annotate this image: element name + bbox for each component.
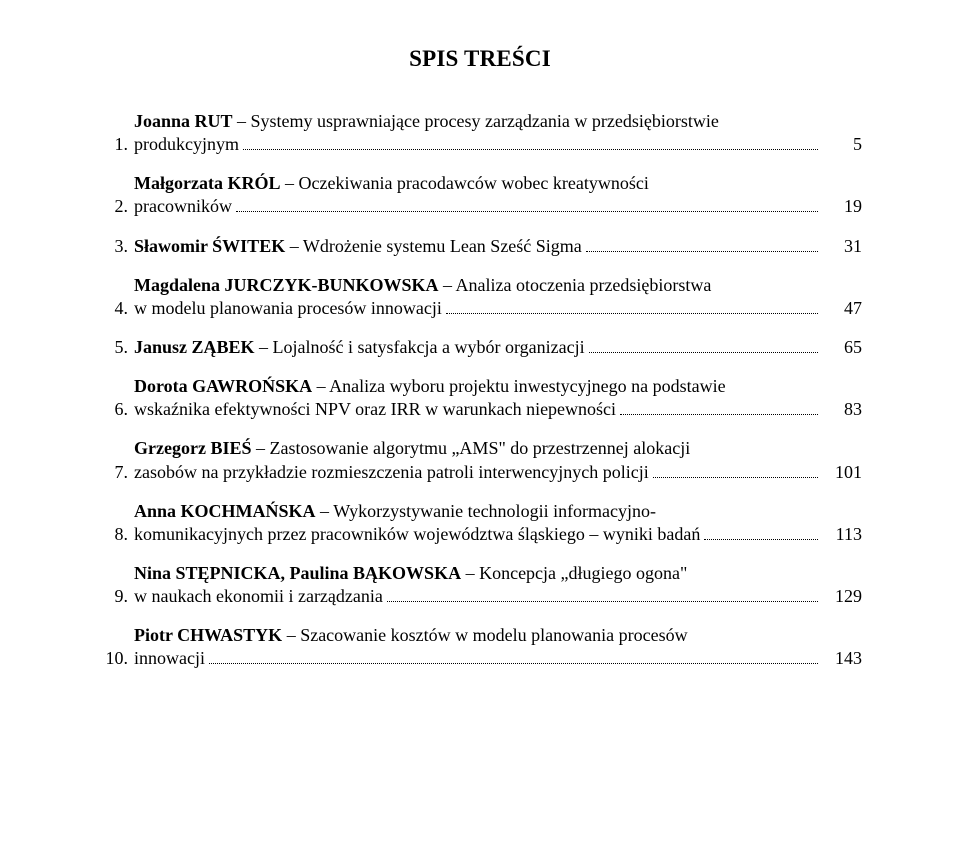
entry-number: 2. bbox=[98, 195, 134, 218]
entry-page-number: 65 bbox=[822, 336, 862, 359]
toc-entry: 4.Magdalena JURCZYK-BUNKOWSKA – Analiza … bbox=[98, 274, 862, 320]
entry-body: Janusz ZĄBEK – Lojalność i satysfakcja a… bbox=[134, 336, 862, 359]
entry-last-line: innowacji 143 bbox=[134, 647, 862, 670]
entry-body: Piotr CHWASTYK – Szacowanie kosztów w mo… bbox=[134, 624, 862, 670]
entry-number: 10. bbox=[98, 647, 134, 670]
entry-last-line: produkcyjnym 5 bbox=[134, 133, 862, 156]
entry-text: Dorota GAWROŃSKA – Analiza wyboru projek… bbox=[134, 375, 862, 398]
toc-entry: 2.Małgorzata KRÓL – Oczekiwania pracodaw… bbox=[98, 172, 862, 218]
entry-body: Anna KOCHMAŃSKA – Wykorzystywanie techno… bbox=[134, 500, 862, 546]
toc-entry: 9.Nina STĘPNICKA, Paulina BĄKOWSKA – Kon… bbox=[98, 562, 862, 608]
document-page: SPIS TREŚCI 1.Joanna RUT – Systemy uspra… bbox=[0, 0, 960, 851]
entry-last-text: Janusz ZĄBEK – Lojalność i satysfakcja a… bbox=[134, 336, 585, 359]
entry-number: 7. bbox=[98, 461, 134, 484]
entry-text: Magdalena JURCZYK-BUNKOWSKA – Analiza ot… bbox=[134, 274, 862, 297]
entry-line: Magdalena JURCZYK-BUNKOWSKA – Analiza ot… bbox=[134, 274, 862, 297]
toc-entry: 1.Joanna RUT – Systemy usprawniające pro… bbox=[98, 110, 862, 156]
entry-text: Nina STĘPNICKA, Paulina BĄKOWSKA – Konce… bbox=[134, 562, 862, 585]
toc-entry: 7.Grzegorz BIEŚ – Zastosowanie algorytmu… bbox=[98, 437, 862, 483]
entry-page-number: 31 bbox=[822, 235, 862, 258]
entry-last-text: wskaźnika efektywności NPV oraz IRR w wa… bbox=[134, 398, 616, 421]
entry-last-line: pracowników 19 bbox=[134, 195, 862, 218]
entry-text: Piotr CHWASTYK – Szacowanie kosztów w mo… bbox=[134, 624, 862, 647]
entry-page-number: 19 bbox=[822, 195, 862, 218]
entry-line: Grzegorz BIEŚ – Zastosowanie algorytmu „… bbox=[134, 437, 862, 460]
entry-last-line: w naukach ekonomii i zarządzania 129 bbox=[134, 585, 862, 608]
entry-body: Magdalena JURCZYK-BUNKOWSKA – Analiza ot… bbox=[134, 274, 862, 320]
entry-text: Małgorzata KRÓL – Oczekiwania pracodawcó… bbox=[134, 172, 862, 195]
entry-page-number: 47 bbox=[822, 297, 862, 320]
entry-line: Piotr CHWASTYK – Szacowanie kosztów w mo… bbox=[134, 624, 862, 647]
entry-text: Anna KOCHMAŃSKA – Wykorzystywanie techno… bbox=[134, 500, 862, 523]
toc-entry: 10.Piotr CHWASTYK – Szacowanie kosztów w… bbox=[98, 624, 862, 670]
leader-dots bbox=[653, 460, 818, 477]
entry-last-text: zasobów na przykładzie rozmieszczenia pa… bbox=[134, 461, 649, 484]
entry-text: Joanna RUT – Systemy usprawniające proce… bbox=[134, 110, 862, 133]
entry-last-line: komunikacyjnych przez pracowników wojewó… bbox=[134, 523, 862, 546]
entry-body: Dorota GAWROŃSKA – Analiza wyboru projek… bbox=[134, 375, 862, 421]
toc-entry: 5.Janusz ZĄBEK – Lojalność i satysfakcja… bbox=[98, 336, 862, 359]
leader-dots bbox=[209, 647, 818, 664]
table-of-contents: 1.Joanna RUT – Systemy usprawniające pro… bbox=[98, 110, 862, 670]
entry-page-number: 101 bbox=[822, 461, 862, 484]
entry-last-line: zasobów na przykładzie rozmieszczenia pa… bbox=[134, 460, 862, 483]
entry-last-text: komunikacyjnych przez pracowników wojewó… bbox=[134, 523, 700, 546]
entry-last-text: Sławomir ŚWITEK – Wdrożenie systemu Lean… bbox=[134, 235, 582, 258]
entry-body: Sławomir ŚWITEK – Wdrożenie systemu Lean… bbox=[134, 235, 862, 258]
entry-number: 1. bbox=[98, 133, 134, 156]
entry-page-number: 113 bbox=[822, 523, 862, 546]
entry-line: Małgorzata KRÓL – Oczekiwania pracodawcó… bbox=[134, 172, 862, 195]
leader-dots bbox=[236, 195, 818, 212]
leader-dots bbox=[387, 585, 818, 602]
toc-entry: 8.Anna KOCHMAŃSKA – Wykorzystywanie tech… bbox=[98, 500, 862, 546]
toc-entry: 3.Sławomir ŚWITEK – Wdrożenie systemu Le… bbox=[98, 235, 862, 258]
entry-body: Nina STĘPNICKA, Paulina BĄKOWSKA – Konce… bbox=[134, 562, 862, 608]
entry-line: Joanna RUT – Systemy usprawniające proce… bbox=[134, 110, 862, 133]
page-title: SPIS TREŚCI bbox=[98, 46, 862, 72]
entry-page-number: 129 bbox=[822, 585, 862, 608]
entry-last-line: Sławomir ŚWITEK – Wdrożenie systemu Lean… bbox=[134, 235, 862, 258]
entry-last-line: w modelu planowania procesów innowacji 47 bbox=[134, 297, 862, 320]
leader-dots bbox=[446, 297, 818, 314]
entry-last-text: produkcyjnym bbox=[134, 133, 239, 156]
entry-line: Dorota GAWROŃSKA – Analiza wyboru projek… bbox=[134, 375, 862, 398]
entry-page-number: 5 bbox=[822, 133, 862, 156]
entry-last-text: w naukach ekonomii i zarządzania bbox=[134, 585, 383, 608]
entry-number: 6. bbox=[98, 398, 134, 421]
entry-last-text: w modelu planowania procesów innowacji bbox=[134, 297, 442, 320]
entry-number: 4. bbox=[98, 297, 134, 320]
entry-text: Grzegorz BIEŚ – Zastosowanie algorytmu „… bbox=[134, 437, 862, 460]
entry-body: Joanna RUT – Systemy usprawniające proce… bbox=[134, 110, 862, 156]
entry-page-number: 83 bbox=[822, 398, 862, 421]
entry-body: Grzegorz BIEŚ – Zastosowanie algorytmu „… bbox=[134, 437, 862, 483]
entry-last-line: Janusz ZĄBEK – Lojalność i satysfakcja a… bbox=[134, 336, 862, 359]
entry-last-text: innowacji bbox=[134, 647, 205, 670]
entry-number: 5. bbox=[98, 336, 134, 359]
entry-line: Anna KOCHMAŃSKA – Wykorzystywanie techno… bbox=[134, 500, 862, 523]
leader-dots bbox=[704, 523, 818, 540]
toc-entry: 6.Dorota GAWROŃSKA – Analiza wyboru proj… bbox=[98, 375, 862, 421]
entry-number: 9. bbox=[98, 585, 134, 608]
entry-line: Nina STĘPNICKA, Paulina BĄKOWSKA – Konce… bbox=[134, 562, 862, 585]
entry-last-line: wskaźnika efektywności NPV oraz IRR w wa… bbox=[134, 398, 862, 421]
leader-dots bbox=[589, 336, 818, 353]
entry-number: 3. bbox=[98, 235, 134, 258]
entry-page-number: 143 bbox=[822, 647, 862, 670]
entry-number: 8. bbox=[98, 523, 134, 546]
entry-last-text: pracowników bbox=[134, 195, 232, 218]
entry-body: Małgorzata KRÓL – Oczekiwania pracodawcó… bbox=[134, 172, 862, 218]
leader-dots bbox=[620, 398, 818, 415]
leader-dots bbox=[243, 133, 818, 150]
leader-dots bbox=[586, 235, 818, 252]
